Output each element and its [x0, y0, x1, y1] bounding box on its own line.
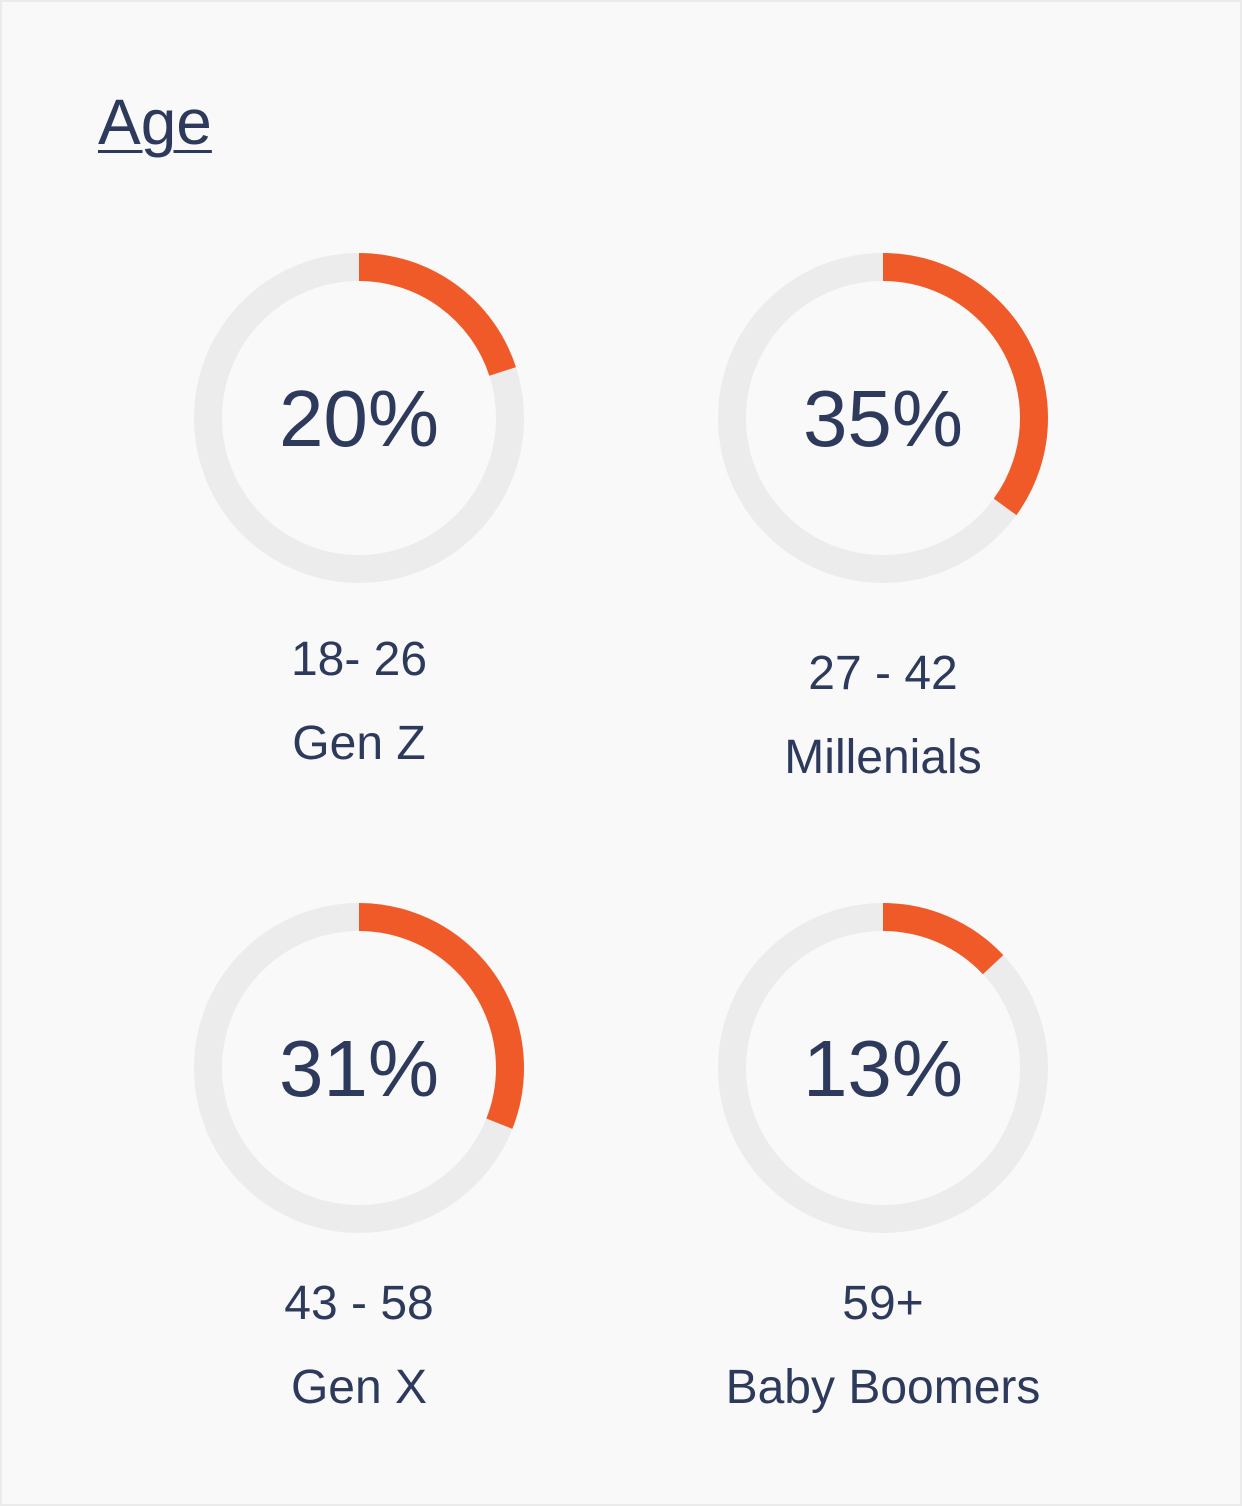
donut-arc	[194, 903, 524, 1233]
age-range: 18- 26	[290, 633, 428, 686]
stat-baby-boomers: 13% 59+ Baby Boomers	[673, 900, 1093, 1430]
percent-label: 13%	[803, 1024, 963, 1113]
percent-label: 20%	[279, 374, 439, 463]
percent-label: 31%	[279, 1024, 439, 1113]
generation-label: Gen X	[290, 1361, 428, 1414]
generation-label: Millenials	[784, 731, 982, 784]
donut-chart-baby-boomers: 13%	[718, 903, 1048, 1233]
generation-label: Gen Z	[292, 717, 426, 770]
percent-label: 35%	[803, 374, 963, 463]
section-title: Age	[98, 86, 212, 158]
generation-label: Baby Boomers	[725, 1361, 1041, 1414]
stat-gen-z: 20% 18- 26 Gen Z	[149, 250, 569, 786]
age-range: 27 - 42	[808, 647, 958, 700]
age-range: 59+	[842, 1277, 924, 1330]
donut-chart-millenials: 35%	[718, 253, 1048, 583]
donut-arc	[718, 903, 1048, 1233]
age-range: 43 - 58	[284, 1277, 434, 1330]
donut-chart-gen-x: 31%	[194, 903, 524, 1233]
stat-gen-x: 31% 43 - 58 Gen X	[149, 900, 569, 1430]
donut-arc	[718, 253, 1048, 583]
stat-millenials: 35% 27 - 42 Millenials	[673, 250, 1093, 800]
donut-arc	[194, 253, 524, 583]
donut-chart-gen-z: 20%	[194, 253, 524, 583]
